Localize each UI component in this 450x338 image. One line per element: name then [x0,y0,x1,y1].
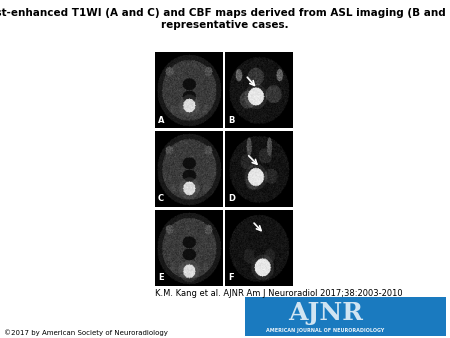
Text: D: D [228,194,235,203]
Text: ©2017 by American Society of Neuroradiology: ©2017 by American Society of Neuroradiol… [4,330,168,336]
Text: A: A [158,116,164,124]
Text: AJNR: AJNR [288,301,363,325]
Text: Contrast-enhanced T1WI (A and C) and CBF maps derived from ASL imaging (B and D): Contrast-enhanced T1WI (A and C) and CBF… [0,8,450,30]
Text: E: E [158,273,163,282]
Text: F: F [228,273,234,282]
Text: K.M. Kang et al. AJNR Am J Neuroradiol 2017;38:2003-2010: K.M. Kang et al. AJNR Am J Neuroradiol 2… [155,289,403,298]
Text: B: B [228,116,234,124]
Text: C: C [158,194,164,203]
Text: AMERICAN JOURNAL OF NEURORADIOLOGY: AMERICAN JOURNAL OF NEURORADIOLOGY [266,328,385,333]
